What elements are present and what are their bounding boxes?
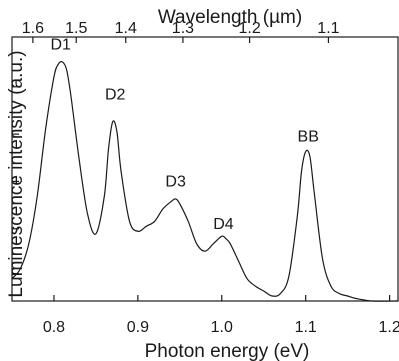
peak-label-d3: D3 <box>165 173 186 190</box>
peak-annotations: D1 D2 D3 D4 BB <box>50 36 318 232</box>
top-axis-title: Wavelength (µm) <box>158 7 302 28</box>
top-tick-label: 1.6 <box>22 20 44 37</box>
peak-label-d1: D1 <box>50 36 71 53</box>
peak-label-bb: BB <box>298 129 319 146</box>
y-axis-title: Luminescence intensity (a.u.) <box>6 50 27 297</box>
top-tick-label: 1.5 <box>65 20 87 37</box>
x-tick-label: 1.0 <box>211 319 233 336</box>
left-axis <box>12 86 19 275</box>
bottom-axis-title: Photon energy (eV) <box>145 341 310 361</box>
x-tick-label: 1.2 <box>378 319 399 336</box>
x-tick-label: 0.9 <box>127 319 149 336</box>
peak-label-d4: D4 <box>213 216 234 233</box>
peak-label-d2: D2 <box>105 86 126 103</box>
top-tick-label: 1.4 <box>115 20 137 37</box>
x-tick-label: 0.8 <box>43 319 65 336</box>
top-axis: 1.6 1.5 1.4 1.3 1.2 1.1 <box>22 20 340 43</box>
spectrum-line <box>11 61 399 302</box>
top-tick-label: 1.3 <box>172 20 194 37</box>
top-tick-label: 1.1 <box>317 20 339 37</box>
top-tick-label: 1.2 <box>238 20 260 37</box>
x-tick-label: 1.1 <box>295 319 317 336</box>
plot-frame <box>11 36 399 302</box>
bottom-axis: 0.8 0.9 1.0 1.1 1.2 <box>43 295 399 336</box>
